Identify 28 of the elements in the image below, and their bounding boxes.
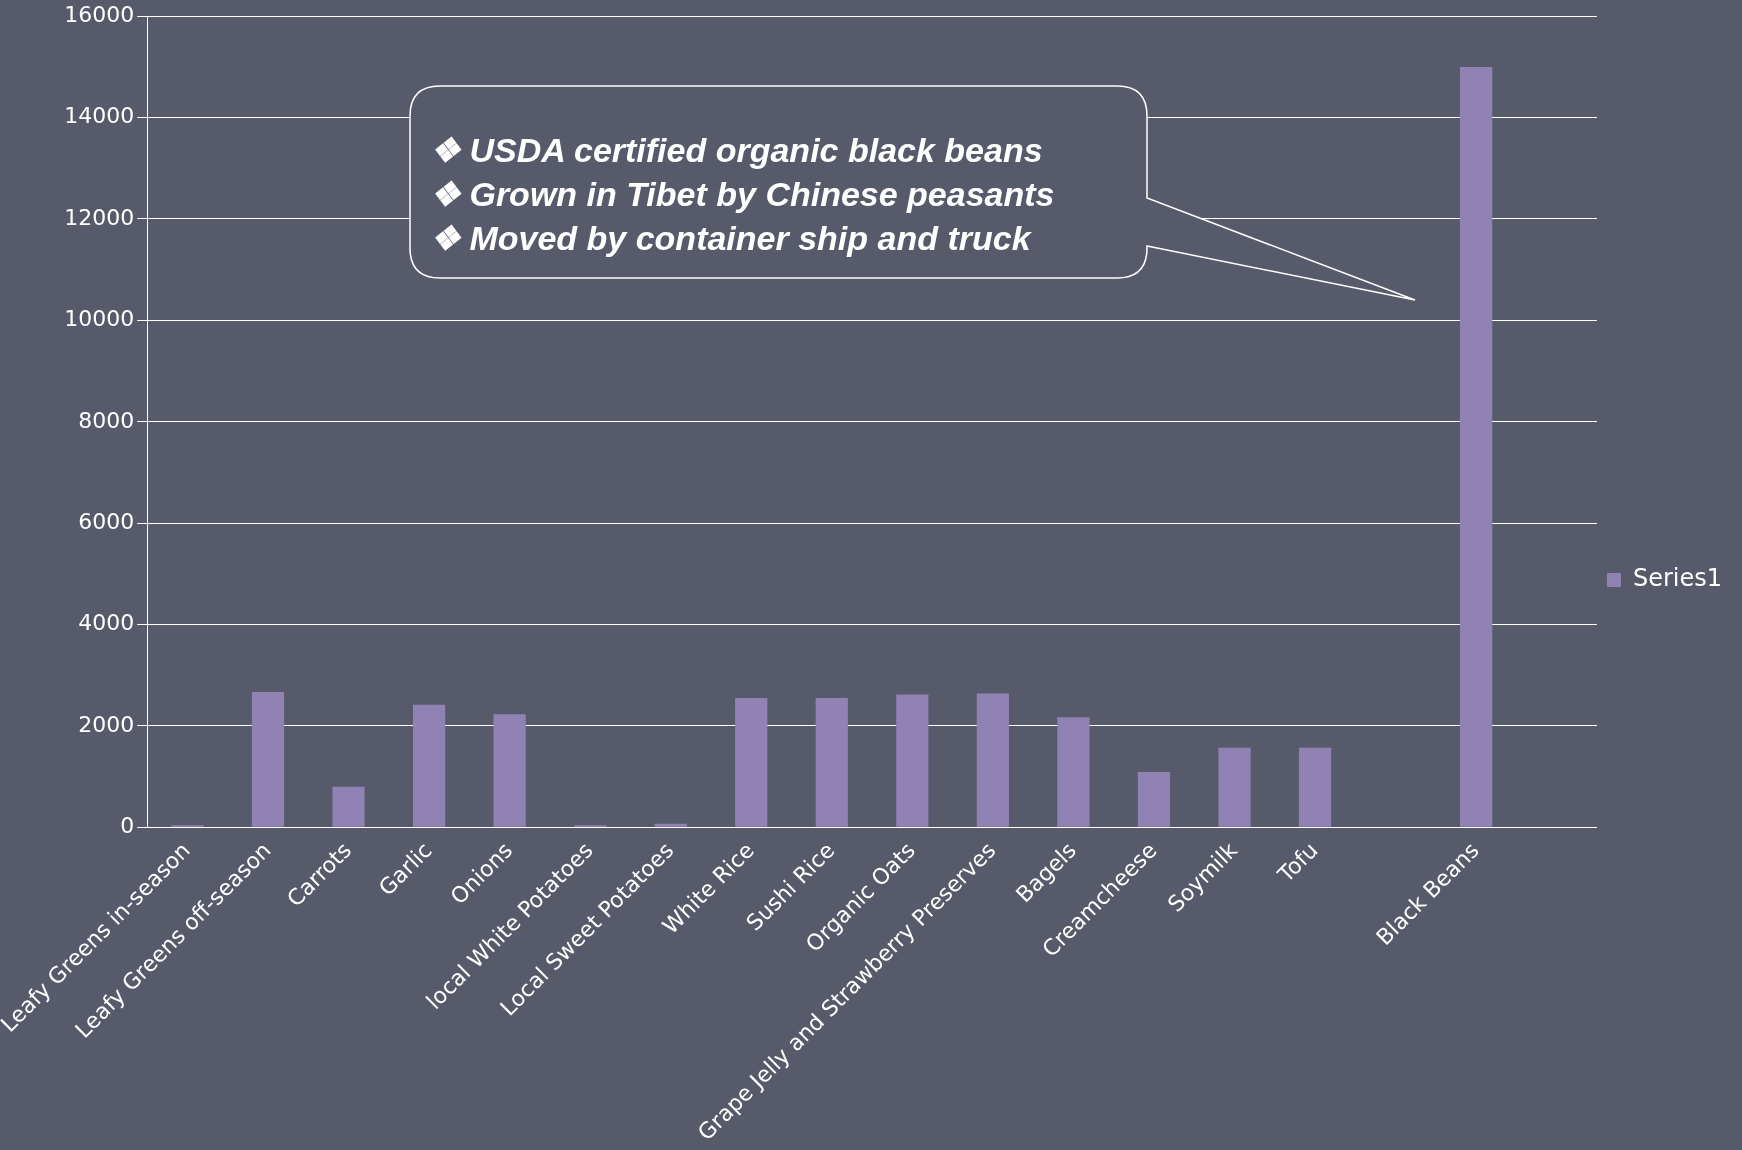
bar xyxy=(1057,717,1090,827)
legend-label: Series1 xyxy=(1632,564,1722,593)
bar xyxy=(251,692,285,827)
bar xyxy=(412,704,446,827)
bar xyxy=(1218,747,1251,827)
y-tick-label: 4000 xyxy=(78,610,135,636)
annotation: ❖ Moved by container ship and truck xyxy=(430,218,1031,258)
bar xyxy=(815,698,848,827)
bar xyxy=(654,823,687,827)
annotation: ❖ Grown in Tibet by Chinese peasants xyxy=(430,174,1055,214)
y-tick-label: 0 xyxy=(120,813,135,839)
bar xyxy=(735,698,768,827)
annotation: ❖ USDA certified organic black beans xyxy=(430,130,1043,170)
y-tick-label: 8000 xyxy=(78,407,135,433)
bar xyxy=(332,786,365,827)
y-tick-label: 16000 xyxy=(64,1,135,27)
y-tick-label: 6000 xyxy=(78,508,135,534)
x-tick-label: Tofu xyxy=(1272,837,1323,888)
bar xyxy=(1137,772,1171,827)
bar xyxy=(1298,747,1332,827)
bar xyxy=(976,693,1009,827)
y-tick-label: 2000 xyxy=(78,711,135,737)
y-tick-label: 14000 xyxy=(64,103,135,129)
y-tick-label: 12000 xyxy=(64,204,135,230)
bar xyxy=(493,714,526,827)
bar xyxy=(896,694,929,827)
y-tick-label: 10000 xyxy=(64,306,135,332)
bar xyxy=(1460,66,1493,827)
